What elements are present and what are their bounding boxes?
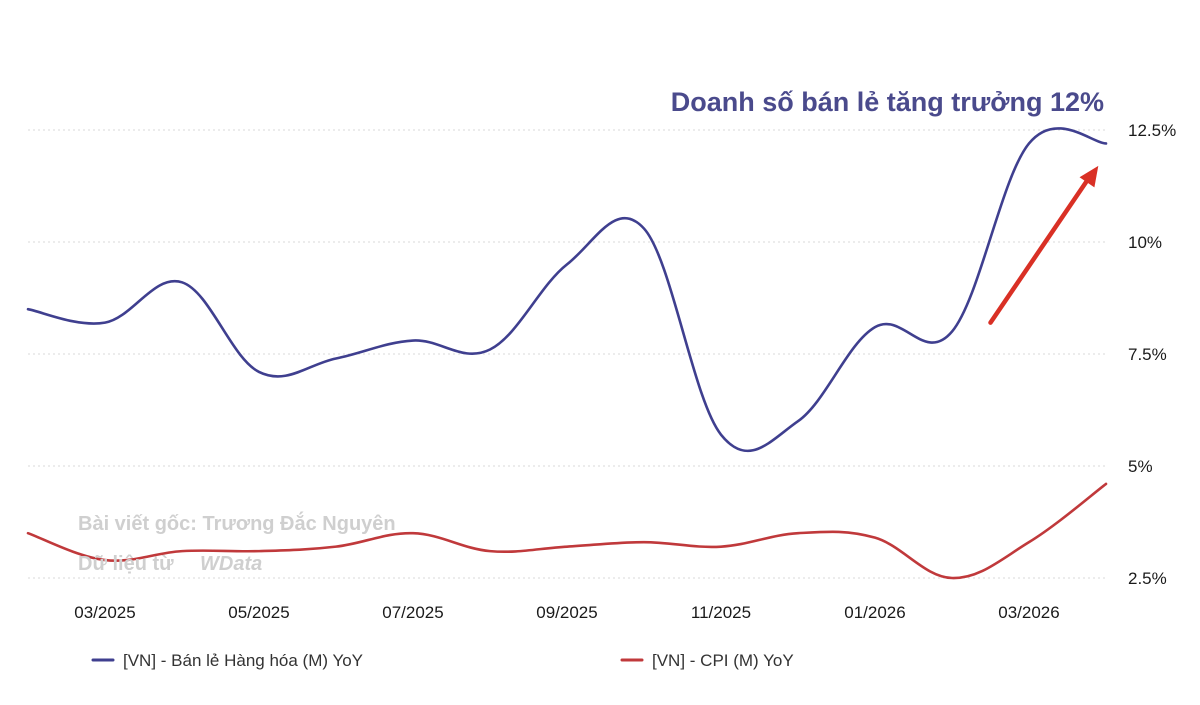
watermark-line1: Bài viết gốc: Trương Đắc Nguyên	[78, 511, 396, 535]
y-tick-label: 7.5%	[1128, 345, 1167, 364]
series-layer	[26, 127, 1108, 580]
series-line-2	[26, 482, 1108, 580]
arrow-shaft	[988, 173, 1093, 325]
watermark-line2: Dữ liệu từ	[78, 553, 174, 575]
legend-label: [VN] - CPI (M) YoY	[652, 651, 794, 670]
y-axis: 12.5% 10% 7.5% 5% 2.5%	[1128, 121, 1176, 588]
arrow-head	[1079, 165, 1099, 188]
watermark-logo: WData	[200, 553, 262, 575]
annotation	[988, 165, 1099, 325]
x-tick-label: 07/2025	[382, 603, 443, 622]
x-tick-label: 03/2026	[998, 603, 1059, 622]
x-tick-label: 11/2025	[691, 603, 751, 622]
x-tick-label: 01/2026	[844, 603, 905, 622]
watermark: Bài viết gốc: Trương Đắc Nguyên Dữ liệu …	[78, 511, 396, 575]
legend: [VN] - Bán lẻ Hàng hóa (M) YoY [VN] - CPI…	[91, 651, 794, 670]
x-tick-label: 03/2025	[74, 603, 135, 622]
x-tick-label: 05/2025	[228, 603, 289, 622]
chart-title: Doanh số bán lẻ tăng trưởng 12%	[671, 87, 1104, 117]
x-tick-label: 09/2025	[536, 603, 597, 622]
y-tick-label: 10%	[1128, 233, 1162, 252]
y-tick-label: 5%	[1128, 457, 1153, 476]
series-line-1	[26, 127, 1108, 453]
grid	[28, 129, 1105, 579]
x-axis: 03/2025 05/2025 07/2025 09/2025 11/2025 01/20…	[74, 603, 1059, 622]
y-tick-label: 12.5%	[1128, 121, 1176, 140]
y-tick-label: 2.5%	[1128, 569, 1167, 588]
legend-label: [VN] - Bán lẻ Hàng hóa (M) YoY	[123, 651, 363, 670]
